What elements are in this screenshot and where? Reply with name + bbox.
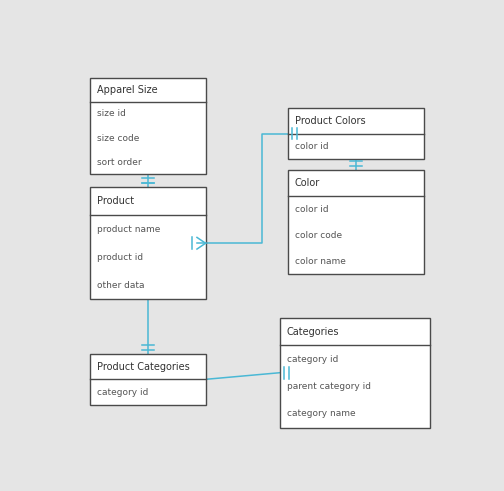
Text: Categories: Categories — [287, 327, 339, 337]
Bar — [90, 354, 206, 405]
Text: sort order: sort order — [97, 158, 142, 166]
Text: Product: Product — [97, 196, 135, 206]
Text: Product Colors: Product Colors — [295, 116, 365, 126]
Text: product name: product name — [97, 225, 161, 234]
Text: category name: category name — [287, 409, 355, 418]
Text: size code: size code — [97, 134, 140, 142]
Text: category id: category id — [287, 355, 338, 363]
Text: category id: category id — [97, 387, 149, 397]
Text: size id: size id — [97, 109, 126, 118]
Text: other data: other data — [97, 280, 145, 290]
Bar — [288, 108, 424, 159]
Text: Apparel Size: Apparel Size — [97, 85, 158, 95]
Text: parent category id: parent category id — [287, 382, 371, 391]
Text: color code: color code — [295, 231, 342, 240]
Bar — [288, 170, 424, 274]
Text: color id: color id — [295, 205, 328, 214]
Bar — [280, 318, 430, 428]
Text: color name: color name — [295, 257, 346, 266]
Text: Color: Color — [295, 178, 320, 189]
Text: Product Categories: Product Categories — [97, 361, 190, 372]
Text: product id: product id — [97, 253, 144, 262]
Bar — [90, 188, 206, 299]
Bar — [90, 78, 206, 174]
Text: color id: color id — [295, 142, 328, 151]
